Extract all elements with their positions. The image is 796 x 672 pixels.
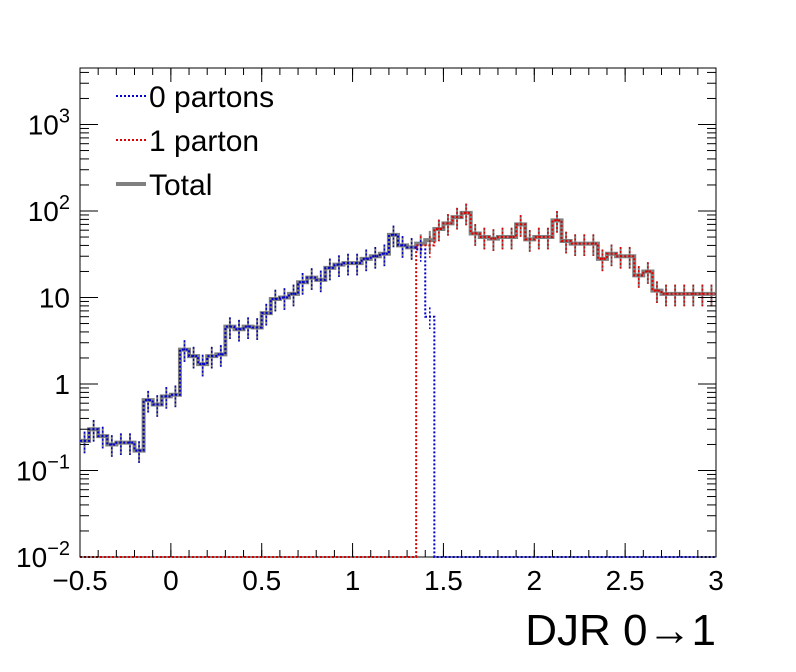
y-tick-label: 10−1 [16, 452, 70, 487]
x-tick-label: 1.5 [424, 565, 463, 596]
y-tick-exponent: −2 [47, 538, 70, 560]
legend-label: Total [149, 169, 212, 202]
series-line-0-partons [80, 233, 716, 558]
y-tick-label: 1 [54, 369, 70, 400]
x-tick-label: 0 [163, 565, 179, 596]
y-tick-exponent: 3 [59, 106, 70, 128]
y-tick-base: 10 [28, 110, 59, 141]
y-tick-base: 10 [16, 542, 47, 573]
y-tick-exponent: 2 [59, 192, 70, 214]
legend: 0 partons 1 parton Total [116, 81, 274, 202]
y-tick-base: 10 [39, 283, 70, 314]
y-tick-base: 10 [28, 196, 59, 227]
x-tick-label: 2 [526, 565, 542, 596]
histogram-layer [80, 203, 716, 558]
y-tick-exponent: −1 [47, 452, 70, 474]
y-tick-base: 1 [54, 369, 70, 400]
x-tick-label: 1 [345, 565, 361, 596]
legend-label: 0 partons [149, 81, 274, 114]
y-tick-label: 103 [28, 106, 70, 141]
y-tick-label: 10 [39, 283, 70, 314]
y-tick-label: 10−2 [16, 538, 70, 573]
y-tick-label: 102 [28, 192, 70, 227]
x-tick-label: 2.5 [606, 565, 645, 596]
series-line-1-parton [80, 211, 716, 558]
x-tick-label: 3 [708, 565, 724, 596]
y-tick-base: 10 [16, 456, 47, 487]
legend-label: 1 parton [149, 125, 259, 158]
x-tick-label: 0.5 [242, 565, 281, 596]
x-tick-label: −0.5 [52, 565, 107, 596]
x-axis-title: DJR 0→1 [525, 606, 716, 655]
